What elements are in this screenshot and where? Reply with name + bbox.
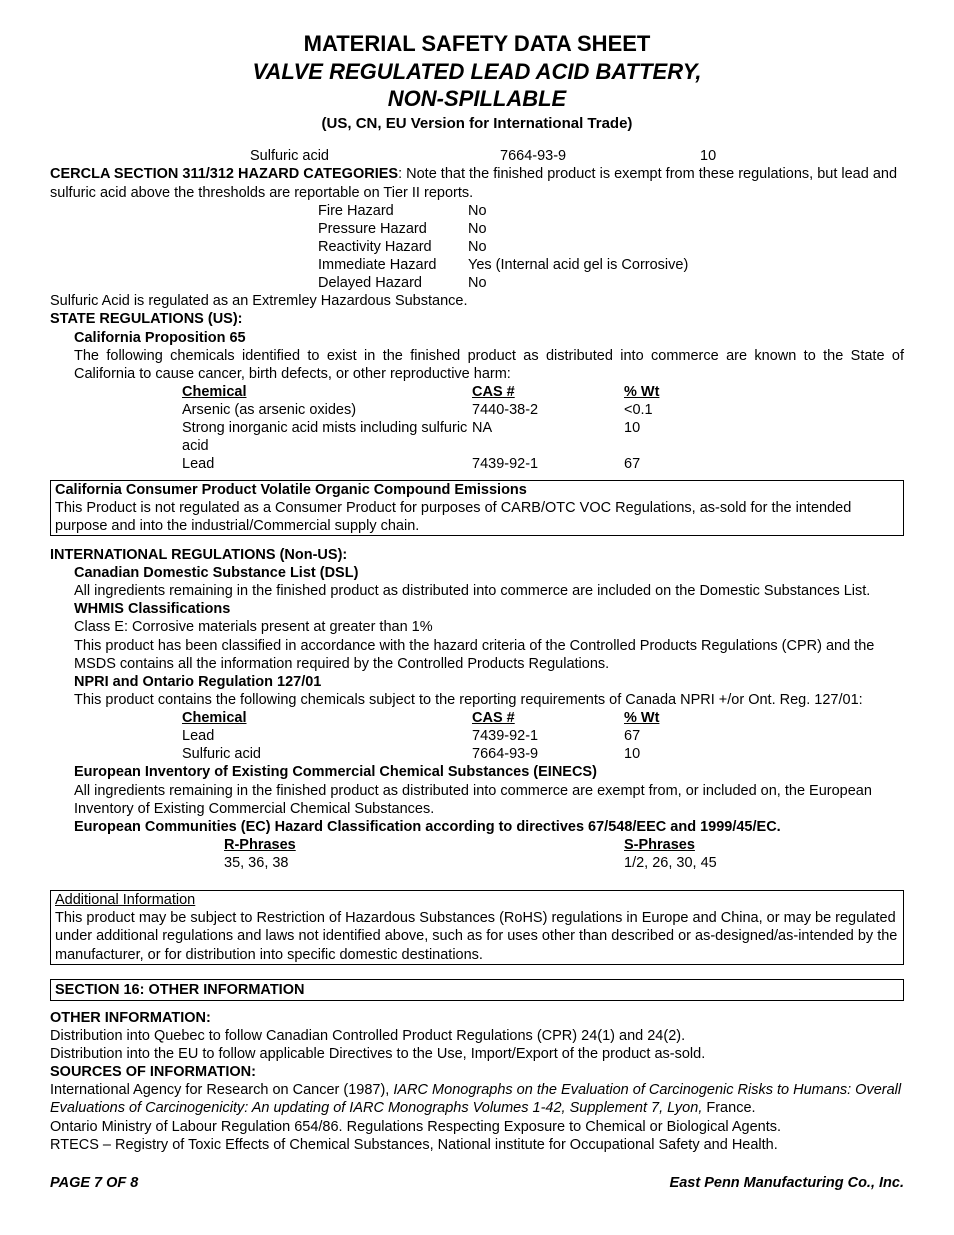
sulfuric-note: Sulfuric Acid is regulated as an Extreml… bbox=[50, 292, 904, 310]
col-chemical: Chemical bbox=[182, 709, 472, 727]
r-phrases-hdr: R-Phrases bbox=[224, 836, 624, 854]
sources-hdr: SOURCES OF INFORMATION: bbox=[50, 1063, 904, 1081]
doc-title: MATERIAL SAFETY DATA SHEET bbox=[50, 30, 904, 58]
ec-phrases: R-Phrases 35, 36, 38 S-Phrases 1/2, 26, … bbox=[74, 836, 904, 872]
cercla-block: CERCLA SECTION 311/312 HAZARD CATEGORIES… bbox=[50, 165, 904, 201]
additional-info-text: This product may be subject to Restricti… bbox=[55, 909, 899, 963]
doc-subtitle-1: VALVE REGULATED LEAD ACID BATTERY, bbox=[50, 58, 904, 86]
top-chem-cas: 7664-93-9 bbox=[500, 147, 700, 165]
table-row: Lead7439-92-167 bbox=[182, 727, 904, 745]
hazard-row: Immediate HazardYes (Internal acid gel i… bbox=[318, 256, 904, 274]
voc-box: California Consumer Product Volatile Org… bbox=[50, 480, 904, 536]
col-cas: CAS # bbox=[472, 709, 624, 727]
whmis-hdr: WHMIS Classifications bbox=[74, 600, 904, 618]
col-wt: % Wt bbox=[624, 383, 659, 401]
col-chemical: Chemical bbox=[182, 383, 472, 401]
sources-l1: International Agency for Research on Can… bbox=[50, 1081, 904, 1117]
state-reg-hdr: STATE REGULATIONS (US): bbox=[50, 310, 904, 328]
hazard-row: Reactivity HazardNo bbox=[318, 238, 904, 256]
sources-l3: RTECS – Registry of Toxic Effects of Che… bbox=[50, 1136, 904, 1154]
prop65-text: The following chemicals identified to ex… bbox=[74, 347, 904, 383]
prop65-table: Chemical CAS # % Wt Arsenic (as arsenic … bbox=[50, 383, 904, 474]
top-chem-wt: 10 bbox=[700, 147, 716, 165]
page-number: PAGE 7 OF 8 bbox=[50, 1174, 138, 1192]
additional-info-box: Additional Information This product may … bbox=[50, 890, 904, 965]
other-info-l2: Distribution into the EU to follow appli… bbox=[50, 1045, 904, 1063]
col-wt: % Wt bbox=[624, 709, 659, 727]
s-phrases-hdr: S-Phrases bbox=[624, 836, 717, 854]
hazard-row: Delayed HazardNo bbox=[318, 274, 904, 292]
cercla-hdr: CERCLA SECTION 311/312 HAZARD CATEGORIES bbox=[50, 166, 398, 182]
table-row: Sulfuric acid7664-93-910 bbox=[182, 745, 904, 763]
npri-hdr: NPRI and Ontario Regulation 127/01 bbox=[74, 673, 904, 691]
page-footer: PAGE 7 OF 8 East Penn Manufacturing Co.,… bbox=[50, 1174, 904, 1192]
dsl-hdr: Canadian Domestic Substance List (DSL) bbox=[74, 564, 904, 582]
sources-l2: Ontario Ministry of Labour Regulation 65… bbox=[50, 1118, 904, 1136]
einecs-hdr: European Inventory of Existing Commercia… bbox=[74, 763, 904, 781]
col-cas: CAS # bbox=[472, 383, 624, 401]
ec-hdr: European Communities (EC) Hazard Classif… bbox=[74, 818, 904, 836]
other-info-l1: Distribution into Quebec to follow Canad… bbox=[50, 1027, 904, 1045]
table-row: Arsenic (as arsenic oxides)7440-38-2<0.1 bbox=[182, 401, 904, 419]
whmis-l2: This product has been classified in acco… bbox=[74, 637, 904, 673]
dsl-text: All ingredients remaining in the finishe… bbox=[74, 582, 904, 600]
intl-hdr: INTERNATIONAL REGULATIONS (Non-US): bbox=[50, 546, 904, 564]
table-row: Strong inorganic acid mists including su… bbox=[182, 419, 904, 455]
hazard-row: Pressure HazardNo bbox=[318, 220, 904, 238]
voc-hdr: California Consumer Product Volatile Org… bbox=[55, 481, 899, 499]
npri-text: This product contains the following chem… bbox=[74, 691, 904, 709]
einecs-text: All ingredients remaining in the finishe… bbox=[74, 782, 904, 818]
company-name: East Penn Manufacturing Co., Inc. bbox=[670, 1174, 904, 1192]
doc-subtitle-2: NON-SPILLABLE bbox=[50, 85, 904, 113]
doc-subnote: (US, CN, EU Version for International Tr… bbox=[50, 115, 904, 134]
voc-text: This Product is not regulated as a Consu… bbox=[55, 499, 899, 535]
hazard-list: Fire HazardNo Pressure HazardNo Reactivi… bbox=[50, 202, 904, 293]
top-chem-name: Sulfuric acid bbox=[250, 147, 500, 165]
additional-info-hdr: Additional Information bbox=[55, 891, 899, 909]
whmis-l1: Class E: Corrosive materials present at … bbox=[74, 618, 904, 636]
hazard-row: Fire HazardNo bbox=[318, 202, 904, 220]
section-16-hdr: SECTION 16: OTHER INFORMATION bbox=[50, 979, 904, 1001]
table-row: Lead7439-92-167 bbox=[182, 455, 904, 473]
other-info-hdr: OTHER INFORMATION: bbox=[50, 1009, 904, 1027]
top-chemical-row: Sulfuric acid 7664-93-9 10 bbox=[50, 147, 904, 165]
npri-table: Chemical CAS # % Wt Lead7439-92-167 Sulf… bbox=[50, 709, 904, 763]
prop65-hdr: California Proposition 65 bbox=[74, 329, 904, 347]
s-phrases-val: 1/2, 26, 30, 45 bbox=[624, 854, 717, 872]
r-phrases-val: 35, 36, 38 bbox=[224, 854, 624, 872]
